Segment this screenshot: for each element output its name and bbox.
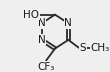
Text: CF₃: CF₃ — [38, 62, 55, 72]
Text: HO: HO — [23, 10, 39, 20]
Text: N: N — [38, 18, 46, 28]
Text: N: N — [38, 35, 46, 45]
Text: CH₃: CH₃ — [91, 43, 110, 53]
Text: S: S — [80, 43, 86, 53]
Text: N: N — [64, 18, 72, 28]
